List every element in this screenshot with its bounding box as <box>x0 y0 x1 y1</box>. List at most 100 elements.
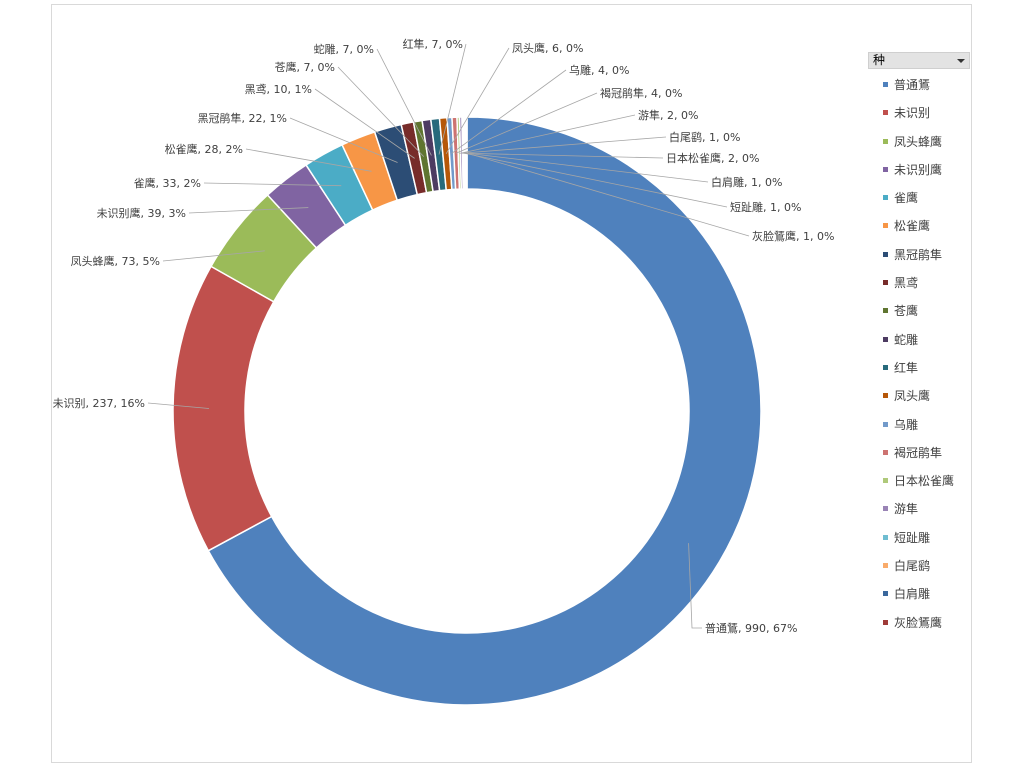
legend-label: 黑鸢 <box>894 276 919 291</box>
data-label-19: 灰脸鵟鹰, 1, 0% <box>752 229 834 243</box>
legend-item: 褐冠鹃隼 <box>883 444 972 472</box>
leader-line-8 <box>337 66 425 157</box>
legend-label: 凤头鹰 <box>894 389 931 404</box>
leader-line-2 <box>162 250 265 262</box>
legend-label: 未识别 <box>894 106 931 121</box>
data-label-0: 普通鵟, 990, 67% <box>705 621 797 635</box>
data-label-12: 乌雕, 4, 0% <box>569 63 629 77</box>
data-labels: 普通鵟, 990, 67% 未识别, 237, 16% 凤头蜂鹰, 73, 5% 未识… <box>53 37 835 635</box>
legend-swatch <box>883 280 888 286</box>
legend-swatch <box>883 421 888 427</box>
legend-label: 灰脸鵟鹰 <box>894 615 943 630</box>
data-label-1: 未识别, 237, 16% <box>53 397 145 410</box>
data-label-6: 黑冠鹃隼, 22, 1% <box>198 111 287 125</box>
leader-line-1 <box>147 402 210 409</box>
legend-swatch <box>883 308 888 314</box>
legend-label: 蛇雕 <box>894 332 919 347</box>
data-label-17: 白尾鹞, 1, 0% <box>669 130 740 144</box>
data-label-8: 苍鹰, 7, 0% <box>275 60 335 74</box>
legend-swatch <box>883 534 888 540</box>
legend-swatch <box>883 563 888 569</box>
legend-swatch <box>883 195 888 201</box>
leader-line-14 <box>459 152 664 159</box>
legend-label: 雀鹰 <box>894 191 919 206</box>
leader-line-19 <box>466 152 750 237</box>
legend-label: 短趾雕 <box>894 530 931 545</box>
leader-line-9 <box>376 48 432 156</box>
legend-swatch <box>883 138 888 144</box>
legend-item: 蛇雕 <box>883 331 972 359</box>
legend-label: 未识别鹰 <box>894 162 943 177</box>
legend-label: 苍鹰 <box>894 304 919 319</box>
leader-line-17 <box>464 136 667 154</box>
leader-line-0 <box>688 543 702 629</box>
legend-label: 黑冠鹃隼 <box>894 247 943 262</box>
data-label-15: 游隼, 2, 0% <box>638 108 698 122</box>
legend-label: 普通鵟 <box>894 78 931 92</box>
legend-item: 未识别鹰 <box>883 161 972 189</box>
legend-swatch <box>883 223 888 229</box>
leader-line-18 <box>465 152 709 183</box>
legend-swatch <box>883 506 888 512</box>
legend-item: 灰脸鵟鹰 <box>883 614 972 642</box>
dropdown-arrow-icon[interactable] <box>957 59 965 63</box>
legend-swatch <box>883 393 888 399</box>
legend-item: 凤头蜂鹰 <box>883 133 972 161</box>
data-label-16: 短趾雕, 1, 0% <box>730 200 801 214</box>
data-label-7: 黑鸢, 10, 1% <box>245 82 312 96</box>
legend-item: 黑冠鹃隼 <box>883 246 972 274</box>
legend-item: 红隼 <box>883 359 972 387</box>
legend-item: 黑鸢 <box>883 274 972 302</box>
legend-label: 凤头蜂鹰 <box>894 134 943 149</box>
leader-line-6 <box>289 117 398 163</box>
legend-item: 白尾鹞 <box>883 557 972 585</box>
slice-1 <box>172 265 275 552</box>
legend-label: 白尾鹞 <box>894 559 931 574</box>
data-label-2: 凤头蜂鹰, 73, 5% <box>71 254 160 268</box>
leader-line-16 <box>463 152 728 208</box>
legend-item: 白肩雕 <box>883 585 972 613</box>
legend-swatch <box>883 336 888 342</box>
legend-item: 未识别 <box>883 104 972 132</box>
legend-swatch <box>883 478 888 484</box>
legend-item: 乌雕 <box>883 416 972 444</box>
data-label-5: 松雀鹰, 28, 2% <box>165 142 243 156</box>
legend-label: 褐冠鹃隼 <box>894 445 943 460</box>
legend-label: 松雀鹰 <box>894 219 931 234</box>
data-label-3: 未识别鹰, 39, 3% <box>97 206 186 220</box>
legend-label: 游隼 <box>894 502 919 517</box>
legend-item: 短趾雕 <box>883 529 972 557</box>
leader-line-5 <box>245 148 372 172</box>
legend-item: 凤头鹰 <box>883 387 972 415</box>
legend-swatch <box>883 619 888 625</box>
legend-label: 乌雕 <box>894 417 919 432</box>
legend-swatch <box>883 364 888 370</box>
data-label-4: 雀鹰, 33, 2% <box>134 176 201 190</box>
legend-item: 雀鹰 <box>883 189 972 217</box>
legend-label: 白肩雕 <box>894 587 931 602</box>
doughnut-slices <box>172 116 762 706</box>
legend-swatch <box>883 591 888 597</box>
leader-line-7 <box>314 88 415 159</box>
legend-label: 红隼 <box>894 360 919 375</box>
data-label-11: 凤头鹰, 6, 0% <box>512 41 583 55</box>
data-label-18: 白肩雕, 1, 0% <box>711 175 782 189</box>
leader-line-13 <box>455 92 598 154</box>
slice-0 <box>207 116 762 706</box>
legend-item: 普通鵟 <box>883 76 972 104</box>
legend-item: 游隼 <box>883 500 972 528</box>
legend-swatch <box>883 110 888 116</box>
legend-swatch <box>883 82 888 87</box>
legend-swatch <box>883 449 888 455</box>
legend-filter-button[interactable]: 种 <box>868 52 970 69</box>
legend-item: 松雀鹰 <box>883 217 972 245</box>
legend-item: 苍鹰 <box>883 302 972 330</box>
leader-line-10 <box>438 43 467 155</box>
data-label-10: 红隼, 7, 0% <box>403 37 463 51</box>
leader-line-15 <box>461 114 636 154</box>
legend-item: 日本松雀鹰 <box>883 472 972 500</box>
legend-label: 日本松雀鹰 <box>894 474 955 489</box>
leader-lines <box>147 43 750 629</box>
legend-swatch <box>883 251 888 257</box>
